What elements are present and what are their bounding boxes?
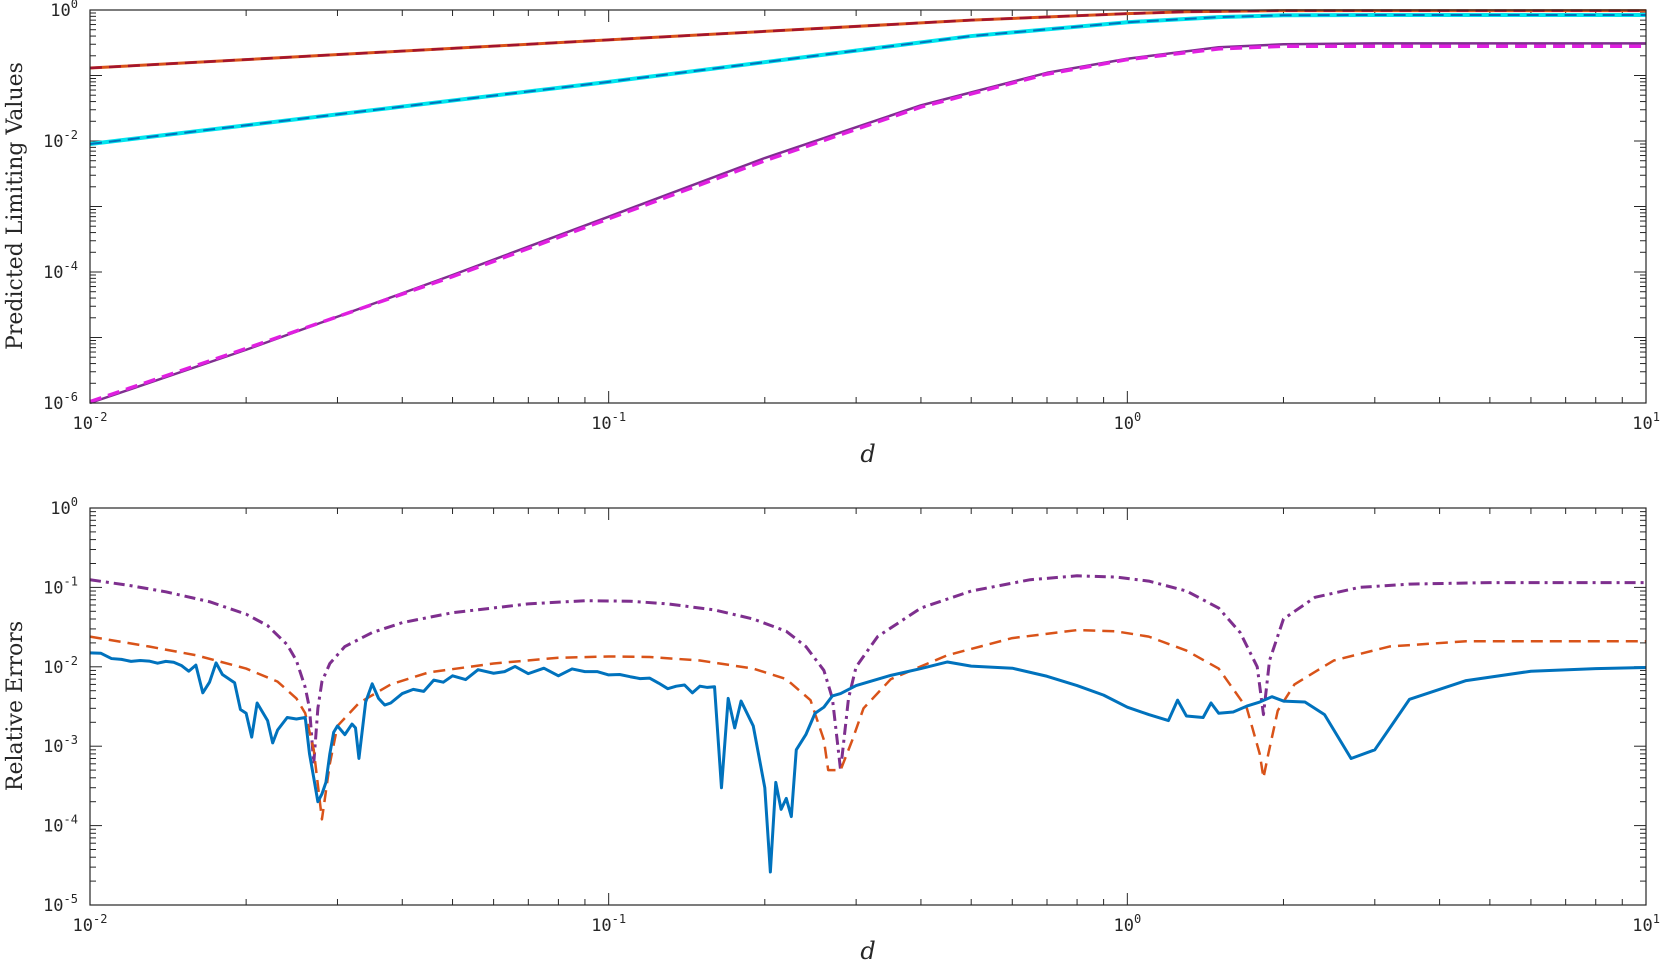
top-y-tick-label: 10-4 [43, 259, 78, 283]
bottom-series-line-1 [89, 628, 1646, 821]
top-series-line-5 [89, 44, 1646, 404]
bottom-x-tick-label: 100 [1113, 912, 1141, 936]
bottom-y-tick-label: 10-5 [43, 892, 78, 916]
bottom-x-tick-label: 10-1 [591, 912, 626, 936]
top-panel: 10-2 10-1 100 101 10-6 10-4 10-2 100 d Predicte… [3, 0, 1660, 468]
bottom-x-tick-label: 101 [1632, 912, 1660, 936]
top-x-tick-label: 10-1 [591, 410, 626, 434]
bottom-series-line-0 [89, 574, 1646, 772]
bottom-y-axis-label: Relative Errors [3, 621, 28, 791]
bottom-axes-box [89, 507, 1647, 906]
top-x-tick-label: 10-2 [73, 410, 108, 434]
bottom-x-axis-label: d [860, 937, 875, 965]
top-series-line-1 [89, 9, 1646, 70]
top-y-tick-label: 10-6 [43, 390, 78, 414]
bottom-series-line-2 [89, 651, 1647, 874]
top-axes-box [89, 9, 1647, 404]
bottom-x-tick-label: 10-2 [73, 912, 108, 936]
bottom-y-tick-label: 10-3 [43, 733, 78, 757]
top-plot-area [90, 10, 1646, 403]
bottom-y-tick-label: 10-2 [43, 654, 78, 678]
top-y-axis-label: Predicted Limiting Values [3, 62, 28, 350]
top-y-tick-label: 10-2 [43, 128, 78, 152]
bottom-y-tick-label: 100 [50, 495, 78, 519]
top-series-line-3 [89, 13, 1646, 145]
top-x-axis-label: d [860, 440, 875, 468]
top-x-tick-label: 100 [1113, 410, 1141, 434]
bottom-y-tick-label: 10-1 [43, 574, 78, 598]
bottom-y-tick-label: 10-4 [43, 813, 78, 837]
top-y-tick-label: 100 [50, 0, 78, 21]
bottom-plot-area [90, 508, 1646, 905]
top-x-tick-label: 101 [1632, 410, 1660, 434]
